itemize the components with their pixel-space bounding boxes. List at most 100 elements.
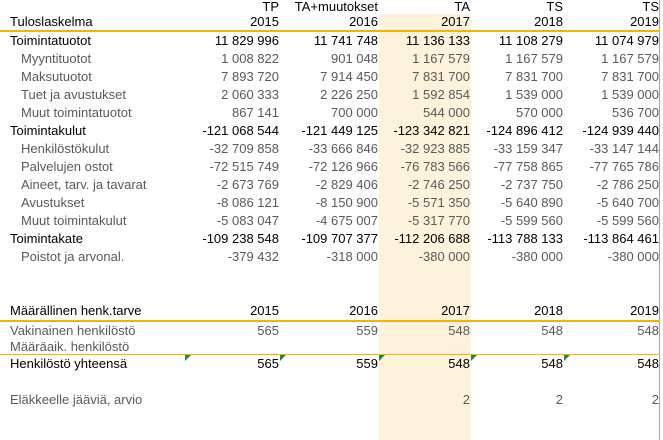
value-cell[interactable]: 559: [356, 323, 378, 338]
row-label[interactable]: Toimintatuotot: [10, 33, 91, 48]
header-type-cell[interactable]: TS: [642, 0, 659, 14]
value-cell[interactable]: -124 939 440: [582, 123, 659, 138]
row-label[interactable]: Muut toimintakulut: [21, 213, 127, 228]
value-cell[interactable]: -124 896 412: [486, 123, 563, 138]
value-cell[interactable]: 1 539 000: [505, 87, 563, 102]
staff-year-cell[interactable]: 2015: [185, 302, 280, 322]
header-type-cell[interactable]: TA: [454, 0, 470, 14]
value-cell[interactable]: -72 126 966: [308, 159, 378, 174]
value-cell[interactable]: 901 048: [331, 51, 378, 66]
value-cell[interactable]: 1 167 579: [505, 51, 563, 66]
value-cell[interactable]: 544 000: [423, 105, 470, 120]
staff-year-cell[interactable]: 2018: [471, 302, 564, 322]
value-cell[interactable]: -113 788 133: [487, 231, 563, 246]
value-cell[interactable]: [185, 391, 280, 409]
row-label[interactable]: Tuet ja avustukset: [21, 87, 127, 102]
value-cell[interactable]: 548: [637, 323, 659, 338]
value-cell[interactable]: -113 864 461: [583, 231, 659, 246]
row-label[interactable]: Vakinainen henkilöstö: [10, 323, 136, 338]
value-cell[interactable]: -2 737 750: [500, 177, 563, 192]
value-cell[interactable]: -8 086 121: [216, 195, 279, 210]
row-label[interactable]: Avustukset: [21, 195, 85, 210]
row-label[interactable]: Eläkkeelle jääviä, arvio: [10, 392, 143, 407]
value-cell[interactable]: 1 167 579: [601, 51, 659, 66]
value-cell[interactable]: 570 000: [516, 105, 563, 120]
staff-year-cell[interactable]: 2017: [379, 302, 471, 322]
value-cell[interactable]: -318 000: [326, 249, 378, 264]
value-cell[interactable]: -109 707 377: [301, 231, 378, 246]
value-cell[interactable]: 7 893 720: [221, 69, 279, 84]
value-cell[interactable]: 7 914 450: [320, 69, 378, 84]
value-cell[interactable]: [280, 391, 379, 409]
value-cell[interactable]: 867 141: [232, 105, 279, 120]
row-label[interactable]: Aineet, tarv. ja tavarat: [21, 177, 147, 192]
row-label[interactable]: Palvelujen ostot: [21, 159, 113, 174]
value-cell[interactable]: 565: [185, 354, 280, 374]
value-cell[interactable]: 548: [471, 354, 564, 374]
header-type-cell[interactable]: TA+muutokset: [294, 0, 378, 14]
value-cell[interactable]: -5 571 350: [407, 195, 470, 210]
value-cell[interactable]: 2: [555, 392, 563, 407]
value-cell[interactable]: 11 074 979: [594, 33, 659, 48]
value-cell[interactable]: -5 640 700: [596, 195, 659, 210]
value-cell[interactable]: 2 060 333: [221, 87, 279, 102]
staff-year-cell[interactable]: 2016: [280, 302, 379, 322]
value-cell[interactable]: -77 765 786: [589, 159, 659, 174]
value-cell[interactable]: -5 599 560: [596, 213, 659, 228]
value-cell[interactable]: -109 238 548: [202, 231, 279, 246]
value-cell[interactable]: -5 640 890: [500, 195, 563, 210]
row-label[interactable]: Henkilöstö yhteensä: [10, 356, 128, 371]
value-cell[interactable]: 548: [564, 354, 660, 374]
value-cell[interactable]: -32 923 885: [400, 141, 470, 156]
value-cell[interactable]: -8 150 900: [315, 195, 378, 210]
header-year-cell[interactable]: 2017: [379, 14, 471, 32]
value-cell[interactable]: -2 786 250: [596, 177, 659, 192]
value-cell[interactable]: 700 000: [331, 105, 378, 120]
value-cell[interactable]: 1 539 000: [601, 87, 659, 102]
staff-section-title[interactable]: Määrällinen henk.tarve: [0, 302, 185, 322]
value-cell[interactable]: 1 167 579: [412, 51, 470, 66]
row-label[interactable]: Henkilöstökulut: [21, 141, 110, 156]
header-year-cell[interactable]: 2018: [471, 14, 564, 32]
value-cell[interactable]: -121 068 544: [202, 123, 279, 138]
value-cell[interactable]: 11 741 748: [313, 33, 378, 48]
value-cell[interactable]: -379 432: [227, 249, 279, 264]
value-cell[interactable]: -72 515 749: [209, 159, 279, 174]
header-year-cell[interactable]: 2015: [185, 14, 280, 32]
row-label[interactable]: Määräaik. henkilöstö: [0, 340, 185, 355]
value-cell[interactable]: 2: [462, 392, 470, 407]
value-cell[interactable]: 536 700: [612, 105, 659, 120]
row-label[interactable]: Toimintakate: [10, 231, 83, 246]
value-cell[interactable]: -5 083 047: [216, 213, 279, 228]
row-label[interactable]: Myyntituotot: [21, 51, 92, 66]
value-cell[interactable]: -33 666 846: [308, 141, 378, 156]
value-cell[interactable]: 7 831 700: [412, 69, 470, 84]
value-cell[interactable]: 1 592 854: [412, 87, 470, 102]
row-label[interactable]: Maksutuotot: [21, 69, 92, 84]
table-title[interactable]: Tuloslaskelma: [0, 14, 185, 32]
value-cell[interactable]: -4 675 007: [315, 213, 378, 228]
header-year-cell[interactable]: 2016: [280, 14, 379, 32]
row-label[interactable]: Muut toimintatuotot: [21, 105, 132, 120]
value-cell[interactable]: 565: [257, 323, 279, 338]
value-cell[interactable]: -5 317 770: [407, 213, 470, 228]
value-cell[interactable]: 11 108 279: [498, 33, 563, 48]
value-cell[interactable]: -2 746 250: [407, 177, 470, 192]
value-cell[interactable]: 548: [448, 323, 470, 338]
staff-year-cell[interactable]: 2019: [564, 302, 660, 322]
value-cell[interactable]: 548: [541, 323, 563, 338]
value-cell[interactable]: 7 831 700: [505, 69, 563, 84]
value-cell[interactable]: 2: [651, 392, 659, 407]
value-cell[interactable]: -380 000: [607, 249, 659, 264]
value-cell[interactable]: -2 829 406: [315, 177, 378, 192]
value-cell[interactable]: -112 206 688: [394, 231, 470, 246]
value-cell[interactable]: -33 159 347: [493, 141, 563, 156]
value-cell[interactable]: -76 783 566: [400, 159, 470, 174]
value-cell[interactable]: -123 342 821: [393, 123, 470, 138]
value-cell[interactable]: 559: [280, 354, 379, 374]
value-cell[interactable]: -380 000: [418, 249, 470, 264]
value-cell[interactable]: 11 829 996: [214, 33, 279, 48]
value-cell[interactable]: 7 831 700: [601, 69, 659, 84]
value-cell[interactable]: 548: [379, 354, 471, 374]
value-cell[interactable]: -5 599 560: [500, 213, 563, 228]
